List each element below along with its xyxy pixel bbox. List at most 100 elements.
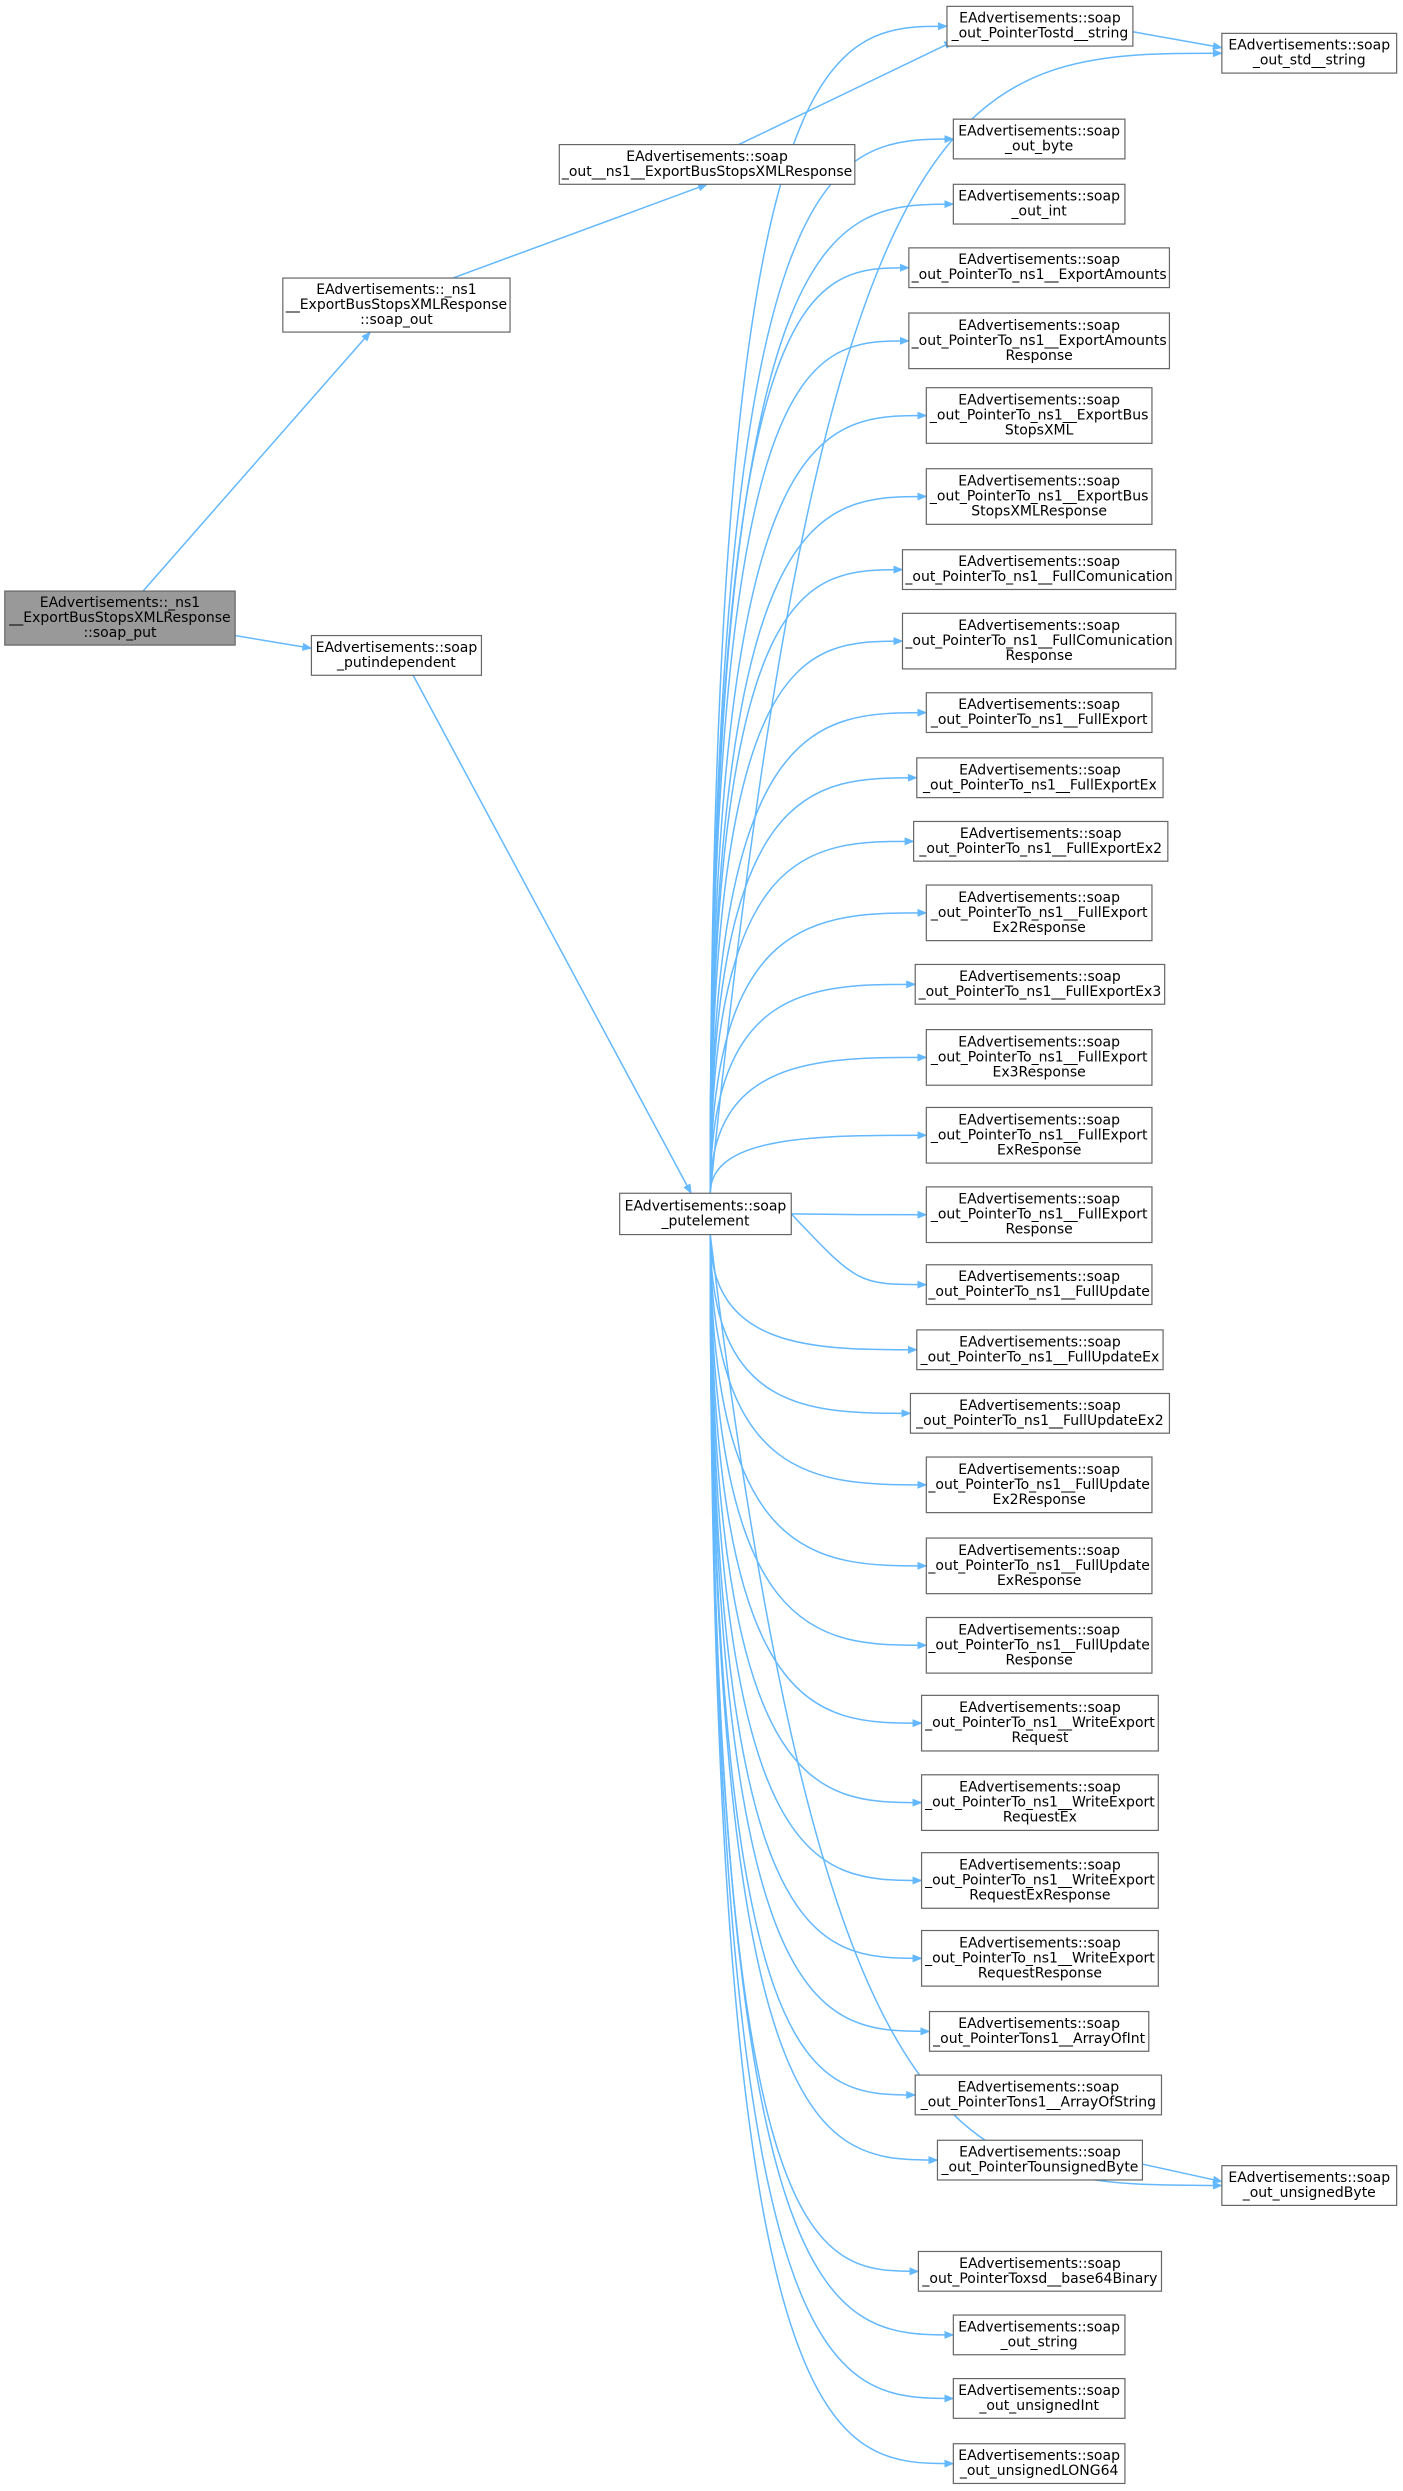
node-label: _out_PointerTo_ns1__FullExportEx3 bbox=[918, 984, 1162, 1000]
node-label: _out_PointerTostd__string bbox=[951, 26, 1129, 42]
node-label: _out_PointerTo_ns1__FullUpdate bbox=[927, 1477, 1150, 1493]
node-label: _out_PointerTo_ns1__FullExportEx bbox=[922, 777, 1157, 793]
node-label: EAdvertisements::soap bbox=[1228, 38, 1390, 54]
node-label: _out_byte bbox=[1004, 139, 1073, 155]
node-label: EAdvertisements::soap bbox=[958, 1543, 1120, 1559]
node-label: EAdvertisements::soap bbox=[958, 2319, 1120, 2335]
node-box bbox=[925, 387, 1153, 444]
node-label: _out_PointerTo_ns1__FullComunication bbox=[904, 633, 1173, 649]
node-label: _out_PointerTo_ns1__FullExport bbox=[930, 1049, 1148, 1065]
node-label: EAdvertisements::soap bbox=[958, 1269, 1120, 1285]
edge bbox=[790, 1213, 928, 1289]
node-label: EAdvertisements::soap bbox=[959, 2145, 1121, 2161]
edge bbox=[709, 1234, 923, 1885]
node-label: EAdvertisements::soap bbox=[958, 124, 1120, 140]
node-label: _out_unsignedLONG64 bbox=[959, 2463, 1119, 2479]
edge bbox=[709, 411, 928, 1194]
node-box bbox=[952, 2443, 1126, 2485]
node-box bbox=[914, 2074, 1163, 2116]
edge bbox=[791, 1210, 928, 1219]
node-box bbox=[901, 612, 1177, 670]
node-box bbox=[282, 277, 511, 333]
node-label: EAdvertisements::soap bbox=[958, 474, 1120, 490]
edge bbox=[709, 1234, 928, 1489]
node-label: EAdvertisements::soap bbox=[958, 554, 1120, 570]
node-label: Ex2Response bbox=[993, 920, 1086, 936]
node-label: EAdvertisements::soap bbox=[959, 1780, 1121, 1796]
node-label: _out__ns1__ExportBusStopsXMLResponse bbox=[561, 164, 852, 180]
node-box bbox=[925, 1537, 1153, 1595]
edge bbox=[709, 1053, 928, 1194]
edge bbox=[709, 980, 917, 1194]
node-label: EAdvertisements::_ns1 bbox=[40, 595, 200, 611]
node-label: EAdvertisements::soap bbox=[960, 826, 1122, 842]
node-label: EAdvertisements::soap bbox=[959, 1334, 1121, 1350]
edge bbox=[709, 49, 1223, 1194]
node-label: EAdvertisements::soap bbox=[1228, 2170, 1390, 2186]
edge bbox=[738, 40, 955, 146]
node-label: _out_unsignedInt bbox=[978, 2398, 1099, 2414]
node-label: ::soap_put bbox=[83, 625, 157, 641]
node-label: __ExportBusStopsXMLResponse bbox=[285, 297, 507, 313]
edge bbox=[452, 183, 708, 279]
node-label: ::soap_out bbox=[360, 312, 433, 328]
node-label: _out_PointerTons1__ArrayOfInt bbox=[932, 2031, 1146, 2047]
node-label: EAdvertisements::soap bbox=[958, 1462, 1120, 1478]
node-box bbox=[920, 1694, 1159, 1752]
node-label: EAdvertisements::soap bbox=[959, 2256, 1121, 2272]
node-label: RequestExResponse bbox=[969, 1887, 1110, 1903]
edge bbox=[709, 1234, 939, 2165]
node-box bbox=[952, 2314, 1126, 2356]
node-box bbox=[908, 312, 1171, 370]
node-label: __ExportBusStopsXMLResponse bbox=[8, 610, 230, 626]
node-label: _out_PointerTo_ns1__FullUpdateEx bbox=[920, 1349, 1160, 1365]
node-box bbox=[920, 1852, 1159, 1909]
node-box bbox=[925, 1456, 1153, 1514]
node-label: _out_PointerTo_ns1__FullUpdate bbox=[927, 1637, 1150, 1653]
node-box bbox=[310, 634, 483, 676]
node-label: EAdvertisements::_ns1 bbox=[316, 282, 476, 298]
node-box bbox=[936, 2139, 1144, 2181]
node-label: EAdvertisements::soap bbox=[959, 1935, 1121, 1951]
edge bbox=[709, 1234, 920, 2276]
node-label: _out_PointerTo_ns1__FullExport bbox=[930, 712, 1148, 728]
edge bbox=[709, 1234, 923, 1963]
node-label: _out_PointerTo_ns1__FullUpdate bbox=[927, 1284, 1150, 1300]
node-label: EAdvertisements::soap bbox=[958, 2383, 1120, 2399]
edge bbox=[709, 1234, 1223, 2190]
node-label: _out_PointerTo_ns1__FullUpdate bbox=[927, 1558, 1150, 1574]
edge bbox=[1132, 31, 1223, 51]
node-label: EAdvertisements::soap bbox=[958, 618, 1120, 634]
node-label: ExResponse bbox=[997, 1573, 1081, 1589]
node-label: EAdvertisements::soap bbox=[958, 890, 1120, 906]
node-box bbox=[946, 5, 1134, 47]
node-label: _out_PointerTo_ns1__FullComunication bbox=[904, 569, 1173, 585]
node-box bbox=[952, 118, 1126, 160]
node-label: EAdvertisements::soap bbox=[959, 11, 1121, 27]
edge bbox=[709, 908, 928, 1194]
node-label: Response bbox=[1006, 1652, 1073, 1668]
node-label: StopsXML bbox=[1005, 422, 1074, 438]
edge bbox=[142, 331, 371, 592]
node-box bbox=[916, 1329, 1164, 1371]
node-label: ExResponse bbox=[997, 1142, 1081, 1158]
node-label: _out_std__string bbox=[1252, 53, 1366, 69]
node-label: _out_PointerTo_ns1__WriteExport bbox=[924, 1950, 1155, 1966]
node-box bbox=[920, 1774, 1159, 1832]
node-label: _out_PointerToxsd__base64Binary bbox=[921, 2271, 1157, 2287]
node-label: _out_PointerTounsignedByte bbox=[940, 2160, 1138, 2176]
node-label: Ex2Response bbox=[993, 1492, 1086, 1508]
edge bbox=[709, 336, 910, 1194]
edge bbox=[709, 263, 910, 1194]
edge bbox=[709, 22, 948, 1194]
node-label: EAdvertisements::soap bbox=[958, 318, 1120, 334]
edge bbox=[709, 837, 915, 1194]
edge bbox=[412, 674, 692, 1195]
edge bbox=[709, 1234, 918, 1354]
node-box bbox=[916, 757, 1164, 799]
edge bbox=[235, 634, 313, 651]
node-box bbox=[925, 1616, 1153, 1674]
node-label: _out_PointerTo_ns1__ExportBus bbox=[929, 407, 1148, 423]
